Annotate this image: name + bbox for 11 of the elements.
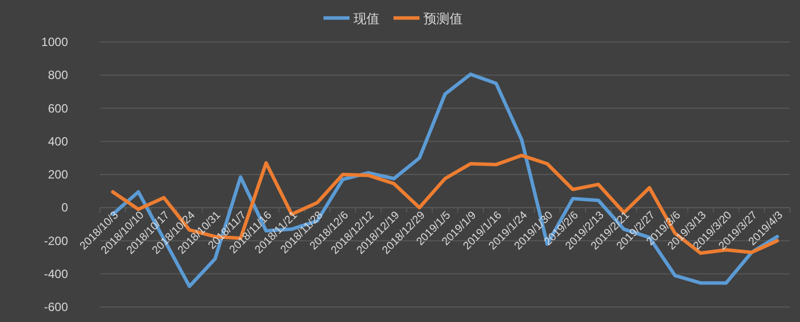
y-tick-label: -600 <box>44 300 68 314</box>
y-tick-label: 600 <box>48 101 68 116</box>
y-tick-label: 200 <box>48 168 68 182</box>
legend-label: 现值 <box>354 11 380 26</box>
y-tick-label: 1000 <box>41 35 68 49</box>
legend-label: 预测值 <box>424 11 462 26</box>
y-tick-label: 400 <box>48 134 68 148</box>
y-tick-label: 0 <box>61 200 68 215</box>
y-tick-label: 800 <box>48 68 68 82</box>
y-tick-label: -200 <box>44 234 68 248</box>
y-tick-label: -400 <box>44 266 68 281</box>
